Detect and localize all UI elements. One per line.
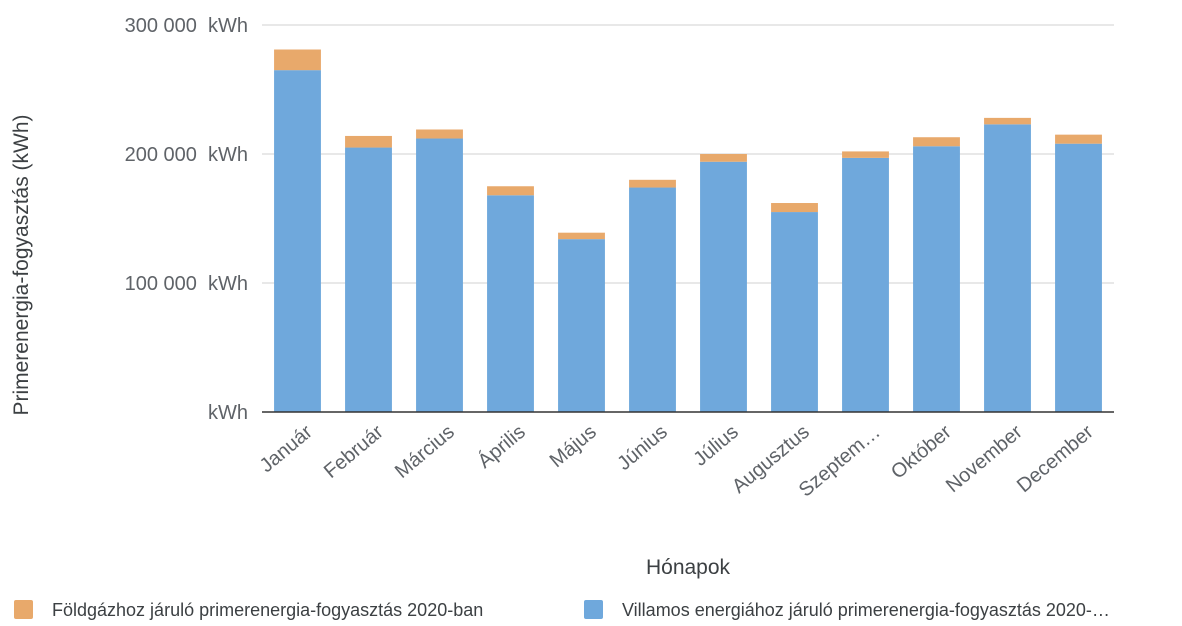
bars bbox=[274, 49, 1102, 413]
x-tick-label: Október bbox=[887, 421, 956, 484]
bar-villamos bbox=[487, 195, 534, 412]
legend-swatch-foldgaz bbox=[14, 600, 33, 619]
x-axis-ticks: Január Február Március Április Május Június Jú… bbox=[256, 420, 1098, 501]
legend: Földgázhoz járuló primerenergia-fogyaszt… bbox=[14, 600, 1110, 620]
bar-villamos bbox=[629, 187, 676, 412]
bar-villamos bbox=[913, 146, 960, 412]
bar-foldgaz bbox=[416, 129, 463, 139]
x-tick-label: Április bbox=[473, 420, 529, 473]
bar-foldgaz bbox=[984, 117, 1031, 125]
bar-foldgaz bbox=[842, 151, 889, 158]
x-tick-label: Március bbox=[391, 421, 459, 483]
legend-label-villamos: Villamos energiához járuló primerenergia… bbox=[622, 600, 1110, 620]
bar-foldgaz bbox=[345, 135, 392, 148]
bar-villamos bbox=[345, 147, 392, 413]
bar-foldgaz bbox=[558, 232, 605, 240]
gridlines bbox=[262, 24, 1114, 284]
x-tick-label: Május bbox=[546, 421, 601, 472]
x-tick-label: Június bbox=[613, 421, 671, 475]
x-tick-label: Február bbox=[320, 421, 388, 483]
bar-foldgaz bbox=[700, 154, 747, 162]
y-tick-label: 100 000 kWh bbox=[125, 273, 248, 295]
bar-villamos bbox=[771, 212, 818, 412]
bar-foldgaz bbox=[629, 179, 676, 188]
y-axis-ticks: kWh 100 000 kWh 200 000 kWh 300 000 kWh bbox=[125, 15, 248, 424]
y-tick-label: 200 000 kWh bbox=[125, 144, 248, 166]
legend-swatch-villamos bbox=[584, 600, 603, 619]
bar-foldgaz bbox=[487, 186, 534, 196]
x-tick-label: Július bbox=[689, 421, 742, 471]
y-axis-title: Primerenergia-fogyasztás (kWh) bbox=[10, 114, 33, 415]
x-axis-title: Hónapok bbox=[646, 556, 731, 579]
legend-label-foldgaz: Földgázhoz járuló primerenergia-fogyaszt… bbox=[52, 600, 483, 620]
bar-villamos bbox=[1055, 143, 1102, 412]
bar-villamos bbox=[558, 239, 605, 412]
bar-villamos bbox=[274, 70, 321, 413]
y-tick-label: kWh bbox=[208, 402, 248, 424]
bar-foldgaz bbox=[771, 203, 818, 213]
x-tick-label: November bbox=[942, 421, 1027, 497]
bar-foldgaz bbox=[274, 49, 321, 71]
bar-villamos bbox=[700, 161, 747, 412]
bar-foldgaz bbox=[913, 137, 960, 147]
bar-villamos bbox=[416, 138, 463, 412]
bar-foldgaz bbox=[1055, 134, 1102, 144]
y-tick-label: 300 000 kWh bbox=[125, 15, 248, 37]
bar-villamos bbox=[984, 124, 1031, 412]
x-tick-label: Január bbox=[256, 421, 317, 477]
x-tick-label: December bbox=[1013, 421, 1098, 497]
bar-villamos bbox=[842, 157, 889, 412]
